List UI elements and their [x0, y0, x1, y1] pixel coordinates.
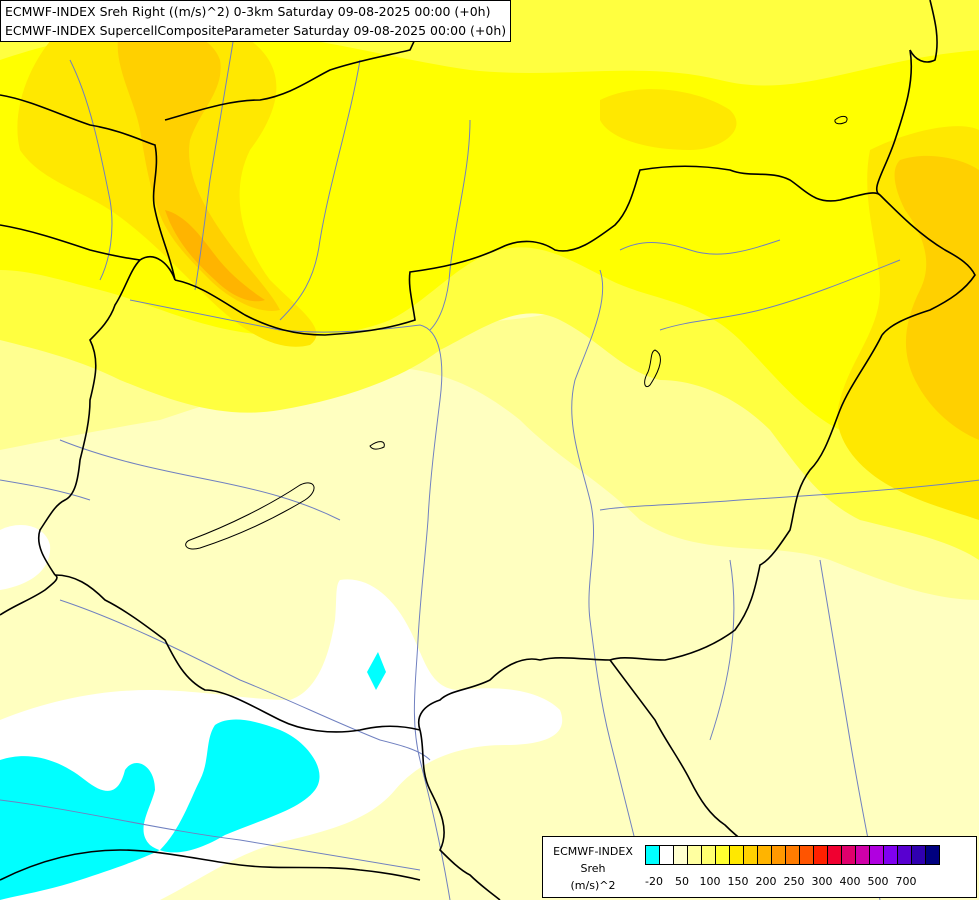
legend-swatch-7: [743, 845, 758, 865]
legend-swatch-11: [799, 845, 814, 865]
legend-variable: Sreh: [580, 862, 606, 875]
river-vah: [279, 59, 361, 321]
river-somes: [659, 259, 901, 331]
legend-tick-5: 250: [783, 875, 805, 888]
legend-swatch-1: [659, 845, 674, 865]
lakes: [185, 115, 848, 550]
legend-swatch-17: [883, 845, 898, 865]
river-mures: [599, 479, 979, 511]
legend-swatch-14: [841, 845, 856, 865]
legend-tick-1: 50: [675, 875, 689, 888]
border-austria-hungary: [37, 256, 176, 576]
border-slovenia: [0, 574, 58, 616]
legend-swatch-8: [757, 845, 772, 865]
legend-swatch-19: [911, 845, 926, 865]
color-legend: ECMWF-INDEX Sreh (m/s)^2 -20 50 100 150 200 2…: [542, 836, 977, 898]
legend-unit: (m/s)^2: [570, 879, 616, 892]
river-vltava: [69, 59, 113, 281]
legend-swatch-20: [925, 845, 940, 865]
title-line-1: ECMWF-INDEX Sreh Right ((m/s)^2) 0-3km S…: [5, 4, 491, 19]
river-tisza: [571, 269, 641, 861]
sreh-field-white-south: [0, 525, 51, 590]
legend-swatch-16: [869, 845, 884, 865]
river-morava: [194, 0, 241, 291]
river-raab: [59, 439, 341, 521]
map-title-box: ECMWF-INDEX Sreh Right ((m/s)^2) 0-3km S…: [0, 0, 512, 42]
border-croatia-bosnia: [0, 849, 421, 881]
border-serbia-hungary: [418, 656, 611, 731]
legend-swatch-6: [729, 845, 744, 865]
legend-swatch-3: [687, 845, 702, 865]
sreh-field-gold-north: [600, 89, 737, 150]
legend-tick-2: 100: [699, 875, 721, 888]
river-mur: [0, 479, 91, 501]
lake-northeast: [834, 115, 848, 125]
sreh-field-orange-east: [894, 155, 979, 441]
lake-balaton: [185, 482, 315, 550]
river-hron: [429, 119, 471, 331]
border-romania-hungary: [609, 334, 883, 661]
legend-tick-6: 300: [811, 875, 833, 888]
lake-kiskore: [644, 349, 661, 388]
legend-swatch-2: [673, 845, 688, 865]
legend-swatch-10: [785, 845, 800, 865]
legend-swatch-9: [771, 845, 786, 865]
lake-velence: [369, 441, 385, 450]
river-drava: [59, 599, 431, 761]
border-croatia-serbia: [419, 729, 501, 900]
legend-tick-3: 150: [727, 875, 749, 888]
border-serbia-romania: [609, 659, 771, 861]
legend-swatch-13: [827, 845, 842, 865]
sreh-field-cyan-south: [0, 719, 320, 900]
legend-swatches: [645, 845, 940, 865]
legend-tick-9: 700: [895, 875, 917, 888]
legend-swatch-4: [701, 845, 716, 865]
title-line-2: ECMWF-INDEX SupercellCompositeParameter …: [5, 23, 507, 38]
border-czech-slovakia: [0, 94, 176, 281]
border-slovakia-hungary: [174, 165, 881, 336]
legend-tick-4: 200: [755, 875, 777, 888]
legend-tick-0: -20: [645, 875, 663, 888]
river-sava: [0, 799, 421, 871]
sreh-field-orange-core: [165, 210, 265, 302]
border-romania-north: [875, 49, 913, 196]
legend-tick-8: 500: [867, 875, 889, 888]
border-poland-ukraine: [909, 0, 938, 63]
legend-swatch-5: [715, 845, 730, 865]
legend-model: ECMWF-INDEX: [553, 845, 633, 858]
legend-tick-7: 400: [839, 875, 861, 888]
river-upper-tisza: [619, 239, 781, 255]
sreh-field-cyan-islet: [367, 652, 386, 690]
border-croatia-hungary: [54, 574, 421, 733]
legend-swatch-15: [855, 845, 870, 865]
sreh-field-orange-nw: [117, 26, 280, 311]
river-timis: [709, 559, 735, 741]
border-west-austria: [0, 224, 141, 261]
legend-swatch-12: [813, 845, 828, 865]
border-ukraine: [879, 194, 976, 336]
legend-swatch-18: [897, 845, 912, 865]
legend-swatch-0: [645, 845, 660, 865]
